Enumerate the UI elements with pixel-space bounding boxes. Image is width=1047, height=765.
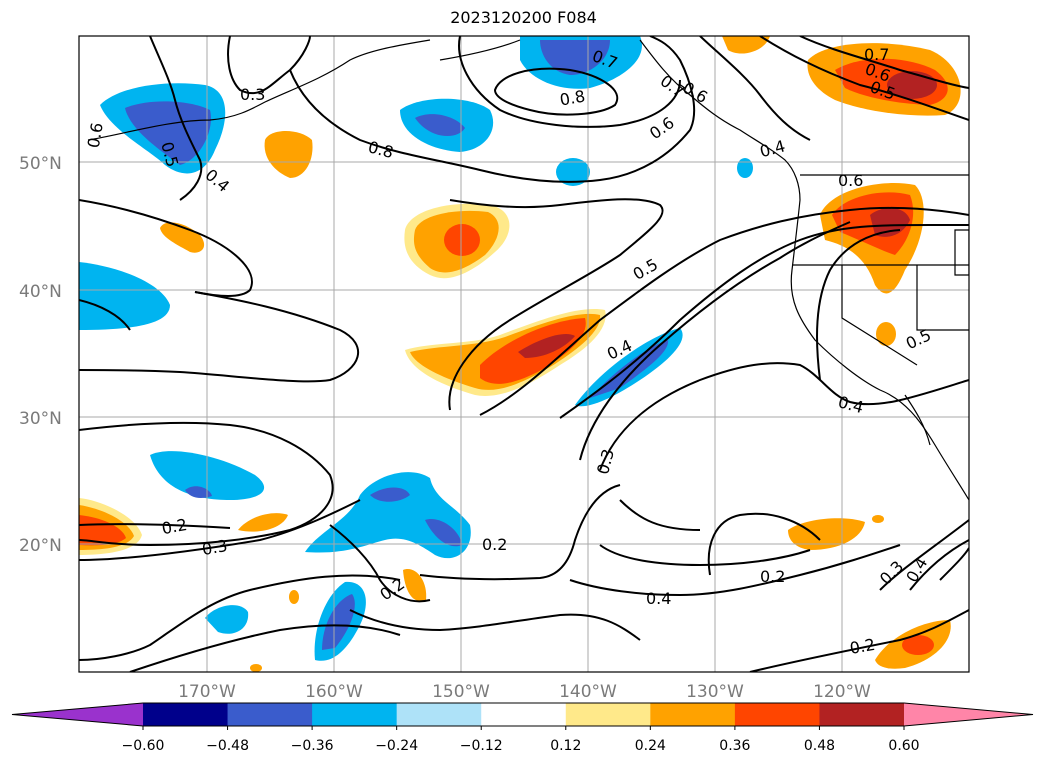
contour-label: 0.8 — [558, 86, 586, 109]
colorbar-tick-label: 0.24 — [635, 738, 666, 754]
contour-label: 0.2 — [760, 567, 785, 586]
negative-anomaly-blob — [556, 158, 590, 186]
positive-anomaly-blob — [160, 222, 205, 253]
colorbar-tick-label: −0.12 — [460, 738, 503, 754]
colorbar — [11, 702, 1034, 727]
contour-lines — [79, 36, 969, 672]
lat-label: 30°N — [19, 409, 62, 429]
lat-label: 20°N — [19, 536, 62, 556]
latitude-labels: 50°N 40°N 30°N 20°N — [19, 154, 62, 556]
map-plot-area: 0.3 0.6 0.5 0.4 0.8 0.7 0.6 0.8 0.7 0.6 … — [79, 36, 969, 672]
contour-label: 0.4 — [646, 589, 671, 608]
lon-label: 140°W — [559, 682, 617, 702]
coastlines — [87, 39, 969, 501]
lon-label: 150°W — [432, 682, 490, 702]
positive-anomaly-blob — [788, 518, 865, 550]
lon-label: 170°W — [178, 682, 236, 702]
colorbar-segment — [734, 703, 820, 726]
negative-anomaly-blob — [205, 605, 249, 634]
contour-label: 0.6 — [84, 121, 107, 149]
contour-label: 0.2 — [848, 635, 876, 658]
colorbar-tick-label: 0.36 — [719, 738, 750, 754]
colorbar-segment — [819, 703, 905, 726]
contour-label: 0.3 — [240, 85, 265, 104]
longitude-labels: 170°W 160°W 150°W 140°W 130°W 120°W — [178, 682, 871, 702]
negative-anomaly-blob — [305, 472, 471, 559]
negative-anomaly-blob — [79, 262, 170, 330]
contour-label: 0.6 — [838, 171, 863, 190]
colorbar-segment — [312, 703, 398, 726]
colorbar-segment — [396, 703, 482, 726]
colorbar-segment — [565, 703, 651, 726]
colorbar-tick-label: 0.60 — [888, 738, 919, 754]
map-frame — [78, 35, 970, 673]
colorbar-ticks: −0.60 −0.48 −0.36 −0.24 −0.12 0.12 0.24 0.36 0.4… — [122, 726, 920, 754]
colorbar-tick-label: 0.12 — [550, 738, 581, 754]
lat-label: 50°N — [19, 154, 62, 174]
colorbar-tick-label: 0.48 — [804, 738, 835, 754]
colorbar-segment — [227, 703, 313, 726]
colorbar-extend-low — [12, 703, 143, 726]
colorbar-segment — [481, 703, 567, 726]
positive-anomaly-blob — [238, 513, 288, 532]
colorbar-extend-high — [904, 703, 1033, 726]
positive-anomaly-blob — [264, 131, 313, 178]
contour-label: 0.7 — [864, 45, 889, 64]
positive-anomaly-blob — [403, 569, 427, 602]
colorbar-segment — [650, 703, 736, 726]
lon-label: 120°W — [813, 682, 871, 702]
contour-label: 0.2 — [482, 535, 507, 554]
contour-label: 0.3 — [200, 536, 228, 559]
lon-label: 160°W — [305, 682, 363, 702]
colorbar-tick-label: −0.36 — [291, 738, 334, 754]
colorbar-tick-label: −0.60 — [122, 738, 165, 754]
lat-label: 40°N — [19, 282, 62, 302]
contour-label: 0.2 — [160, 515, 188, 538]
map-title: 2023120200 F084 — [450, 8, 597, 27]
colorbar-segment — [143, 703, 229, 726]
lon-label: 130°W — [686, 682, 744, 702]
gridlines — [79, 36, 969, 672]
colorbar-tick-label: −0.48 — [206, 738, 249, 754]
colorbar-tick-label: −0.24 — [375, 738, 418, 754]
